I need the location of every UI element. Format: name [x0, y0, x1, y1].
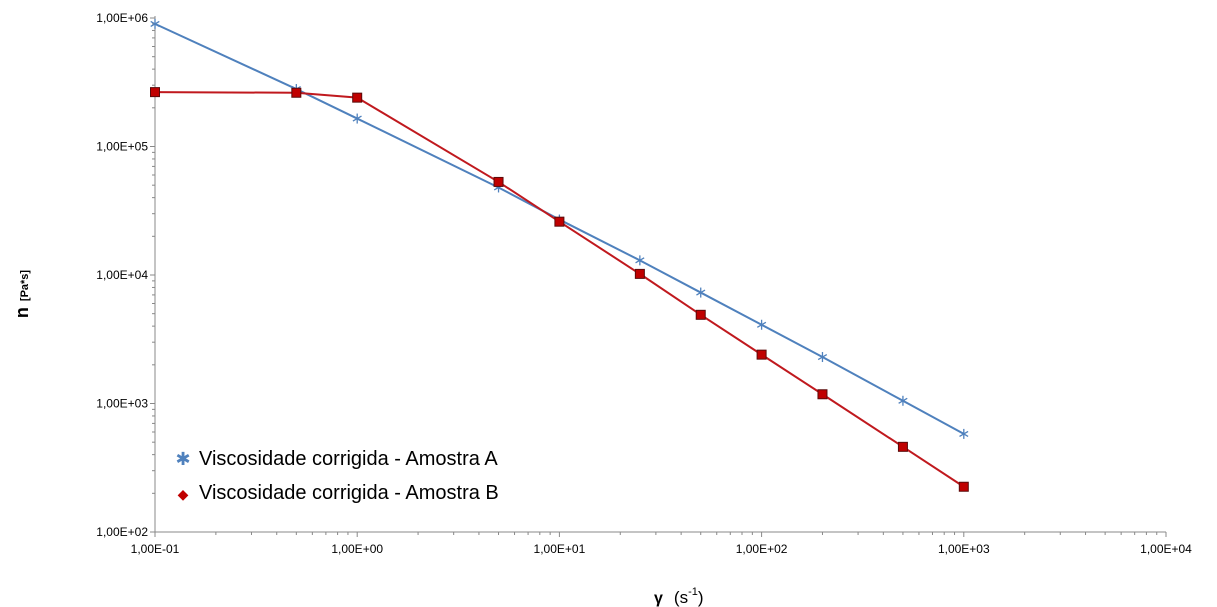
- marker-stroke: [959, 430, 969, 437]
- data-point: [959, 428, 969, 439]
- data-point: [150, 18, 160, 29]
- x-axis-close: ): [698, 588, 704, 607]
- legend-marker: ✱: [175, 449, 190, 470]
- data-point: [817, 352, 828, 363]
- series-b: [150, 87, 969, 492]
- data-point: [493, 176, 504, 187]
- legend-label: Viscosidade corrigida - Amostra B: [199, 482, 499, 504]
- marker-stroke: [150, 20, 160, 27]
- data-point: [958, 481, 969, 492]
- y-tick-label: 1,00E+02: [96, 525, 148, 539]
- x-tick-label: 1,00E+01: [534, 542, 586, 556]
- series-layer: [150, 18, 969, 492]
- series-line: [154, 91, 965, 488]
- x-axis-exponent: -1: [688, 586, 698, 598]
- data-point: [695, 309, 706, 320]
- marker-stroke: [756, 321, 767, 328]
- legend-marker: ◆: [178, 487, 189, 503]
- y-tick-label: 1,00E+04: [96, 268, 148, 282]
- marker-stroke: [696, 289, 706, 296]
- x-axis-label: γ (s-1): [654, 586, 704, 607]
- data-point: [634, 268, 645, 279]
- data-point: [898, 395, 908, 406]
- data-point: [756, 349, 767, 360]
- x-tick-label: 1,00E+02: [736, 542, 788, 556]
- marker-stroke: [898, 397, 908, 404]
- x-tick-label: 1,00E+03: [938, 542, 990, 556]
- marker-stroke: [635, 257, 645, 264]
- y-axis-label: n [Pa*s]: [12, 270, 32, 319]
- data-point: [352, 92, 363, 103]
- data-point: [635, 255, 645, 266]
- series-a: [150, 18, 969, 439]
- x-tick-label: 1,00E+00: [331, 542, 383, 556]
- data-point: [756, 319, 767, 330]
- series-line: [154, 22, 965, 435]
- y-tick-label: 1,00E+03: [96, 397, 148, 411]
- data-point: [150, 87, 160, 98]
- data-point: [897, 441, 908, 452]
- legend: ✱ Viscosidade corrigida - Amostra A ◆ Visco…: [175, 448, 498, 504]
- data-point: [554, 216, 565, 227]
- data-point: [352, 113, 362, 124]
- y-tick-label: 1,00E+06: [96, 11, 148, 25]
- data-point: [817, 389, 828, 400]
- y-axis-unit: [Pa*s]: [19, 270, 31, 302]
- y-tick-label: 1,00E+05: [96, 140, 148, 154]
- data-point: [696, 287, 706, 298]
- data-point: [291, 87, 302, 98]
- marker-stroke: [817, 353, 828, 361]
- x-tick-label: 1,00E-01: [131, 542, 180, 556]
- axes: 1,00E+02 1,00E+03 1,00E+04 1,00E+05 1,00E+06…: [96, 11, 1192, 556]
- x-axis-symbol: γ: [654, 590, 663, 607]
- y-axis-symbol: n: [12, 307, 32, 318]
- legend-label: Viscosidade corrigida - Amostra A: [199, 448, 498, 470]
- marker-stroke: [352, 115, 362, 122]
- x-axis-unit: (s: [674, 588, 688, 607]
- x-tick-label: 1,00E+04: [1140, 542, 1192, 556]
